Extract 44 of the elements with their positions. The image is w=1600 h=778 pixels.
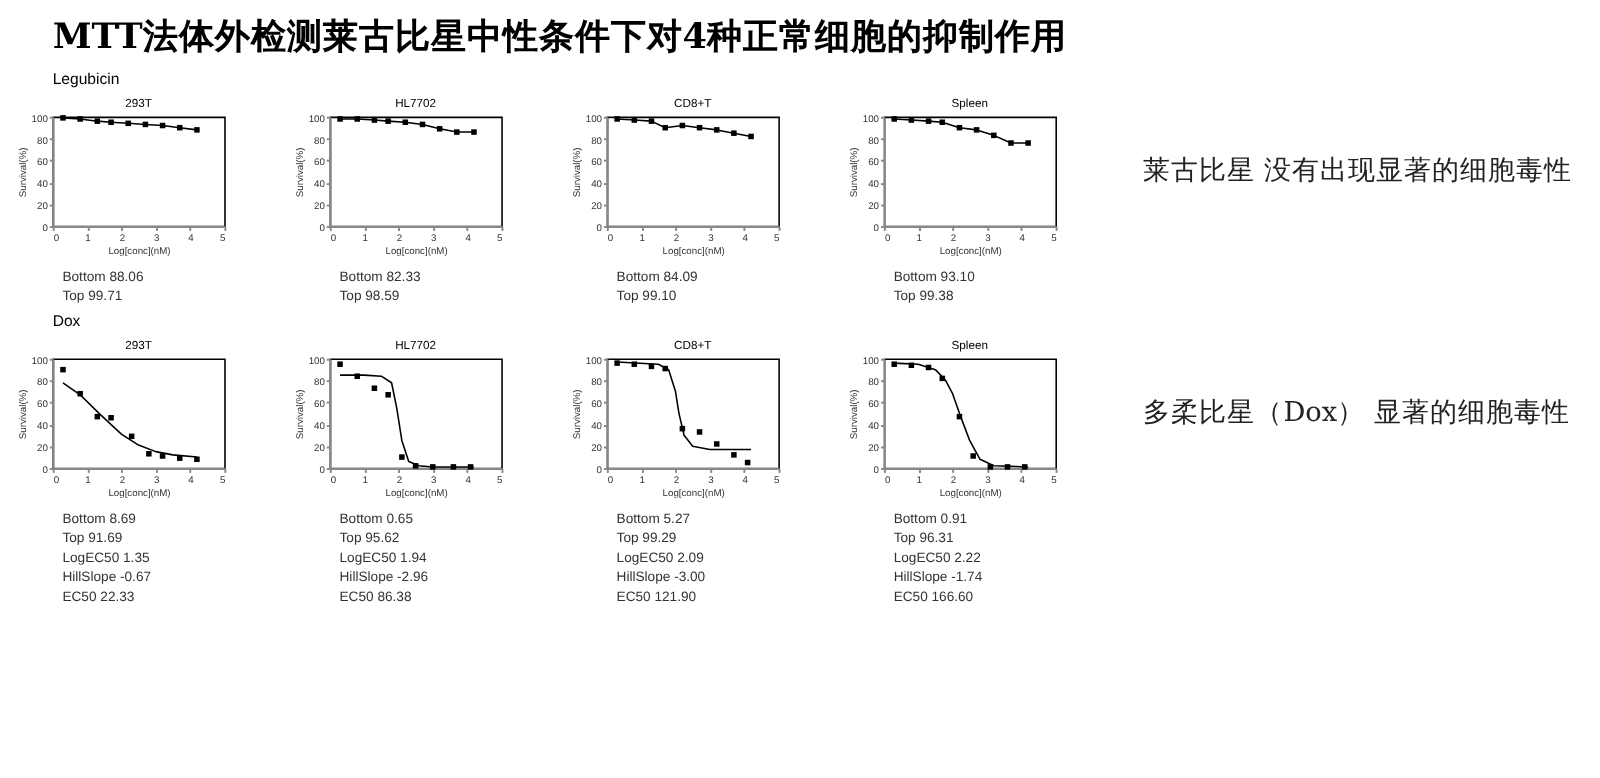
point [713, 441, 720, 447]
point [146, 451, 152, 457]
point [354, 116, 360, 122]
point [385, 118, 391, 124]
point [631, 117, 638, 123]
point [713, 127, 720, 133]
point [662, 124, 668, 131]
point [108, 414, 114, 421]
text: Dox [52, 311, 81, 330]
point [696, 429, 703, 435]
text: 多柔比星（Dox） 显著的细胞毒性 [1143, 397, 1570, 430]
point [991, 132, 997, 139]
point [399, 454, 405, 460]
point [454, 129, 460, 135]
point [908, 117, 915, 123]
point [337, 116, 343, 122]
point [748, 133, 754, 140]
point [385, 392, 391, 398]
text: 莱古比星 没有出现显著的细胞毒性 [1143, 155, 1573, 188]
point [436, 126, 443, 132]
point [731, 130, 737, 136]
point [194, 456, 200, 463]
point [939, 119, 946, 125]
point [731, 452, 737, 458]
point [891, 116, 897, 122]
point [60, 366, 66, 373]
point [176, 455, 183, 461]
point [471, 129, 477, 135]
line-series [339, 374, 475, 468]
point [371, 117, 378, 123]
point [1025, 140, 1031, 146]
point [970, 453, 976, 459]
point [371, 385, 378, 391]
point [1008, 140, 1014, 146]
point [973, 127, 980, 133]
point [402, 119, 409, 125]
point [614, 116, 620, 122]
point [891, 361, 897, 367]
point [337, 361, 343, 367]
point [925, 118, 932, 124]
point [648, 118, 655, 124]
point [614, 360, 620, 366]
text: MTT法体外检测莱古比星中性条件下对4种正常细胞的抑制作用 [52, 16, 1067, 59]
text: Legubicin [52, 69, 120, 88]
